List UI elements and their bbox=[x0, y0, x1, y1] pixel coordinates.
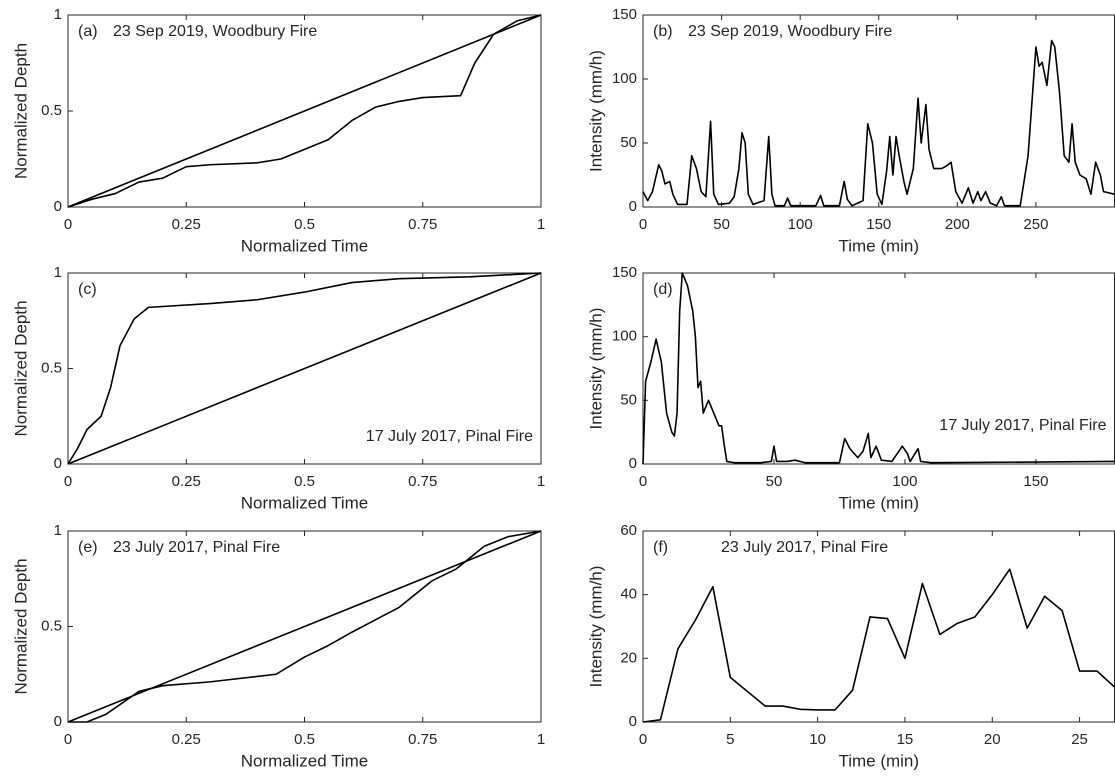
x-tick-label: 150 bbox=[866, 216, 891, 233]
annotation: 23 July 2017, Pinal Fire bbox=[113, 539, 280, 556]
y-tick-label: 50 bbox=[620, 134, 637, 151]
x-tick-label: 0 bbox=[639, 216, 647, 233]
x-axis-label: Time (min) bbox=[838, 493, 919, 512]
panel-label: (f) bbox=[653, 539, 668, 556]
data-line bbox=[642, 272, 1115, 465]
y-tick-label: 0 bbox=[54, 198, 62, 215]
data-line bbox=[67, 272, 542, 465]
y-tick-label: 0.5 bbox=[41, 102, 62, 119]
y-tick-label: 1 bbox=[54, 264, 62, 281]
x-axis-label: Normalized Time bbox=[241, 236, 369, 255]
y-tick-label: 40 bbox=[620, 586, 637, 603]
x-tick-label: 20 bbox=[984, 731, 1001, 748]
x-tick-label: 0.25 bbox=[172, 731, 201, 748]
annotation: 17 July 2017, Pinal Fire bbox=[366, 428, 533, 445]
x-tick-label: 0 bbox=[639, 473, 647, 490]
panel-label: (e) bbox=[78, 539, 98, 556]
y-axis-label: Intensity (mm/h) bbox=[586, 50, 605, 172]
panel: 0 0.25 0.5 0.75 1 0 0.5 1 Normalized Time Normali… bbox=[11, 264, 545, 513]
panel-label: (c) bbox=[78, 281, 97, 298]
x-tick-label: 10 bbox=[809, 731, 826, 748]
y-tick-label: 1 bbox=[54, 522, 62, 539]
x-axis-label: Normalized Time bbox=[241, 493, 369, 512]
x-axis-label: Normalized Time bbox=[241, 751, 369, 770]
x-tick-label: 0 bbox=[64, 216, 72, 233]
y-axis-label: Normalized Depth bbox=[11, 43, 30, 179]
x-tick-label: 15 bbox=[897, 731, 914, 748]
panel: 0 5 10 15 20 25 0 20 40 60 Time (min) Intensity (mm… bbox=[586, 522, 1115, 770]
data-line bbox=[67, 14, 542, 208]
x-tick-label: 0.25 bbox=[172, 473, 201, 490]
x-tick-label: 0.25 bbox=[172, 216, 201, 233]
x-tick-label: 5 bbox=[726, 731, 734, 748]
x-tick-label: 0.5 bbox=[294, 473, 315, 490]
panel-label: (a) bbox=[78, 23, 98, 40]
y-tick-label: 1 bbox=[54, 6, 62, 23]
y-axis-label: Normalized Depth bbox=[11, 300, 30, 436]
panel: 0 0.25 0.5 0.75 1 0 0.5 1 Normalized Time Normali… bbox=[11, 6, 545, 256]
y-tick-label: 0 bbox=[54, 455, 62, 472]
data-line bbox=[642, 568, 1115, 723]
y-tick-label: 50 bbox=[620, 391, 637, 408]
x-tick-label: 0.5 bbox=[294, 731, 315, 748]
x-tick-label: 1 bbox=[537, 731, 545, 748]
y-tick-label: 0 bbox=[629, 198, 637, 215]
annotation: 23 Sep 2019, Woodbury Fire bbox=[113, 23, 317, 40]
x-tick-label: 50 bbox=[766, 473, 783, 490]
panel-label: (b) bbox=[653, 23, 673, 40]
x-tick-label: 0.75 bbox=[408, 216, 437, 233]
y-axis-label: Intensity (mm/h) bbox=[586, 566, 605, 688]
y-axis-label: Intensity (mm/h) bbox=[586, 308, 605, 430]
x-tick-label: 25 bbox=[1071, 731, 1088, 748]
y-tick-label: 100 bbox=[612, 70, 637, 87]
data-line bbox=[68, 530, 542, 723]
y-axis-label: Normalized Depth bbox=[11, 558, 30, 694]
y-tick-label: 0.5 bbox=[41, 617, 62, 634]
x-axis-label: Time (min) bbox=[838, 236, 919, 255]
annotation: 23 July 2017, Pinal Fire bbox=[721, 539, 888, 556]
y-tick-label: 150 bbox=[612, 264, 637, 281]
plot-frame bbox=[642, 272, 1115, 465]
data-line bbox=[642, 39, 1115, 207]
x-tick-label: 0 bbox=[64, 731, 72, 748]
x-tick-label: 200 bbox=[945, 216, 970, 233]
data-line bbox=[67, 530, 542, 723]
y-tick-label: 0.5 bbox=[41, 359, 62, 376]
y-tick-label: 20 bbox=[620, 649, 637, 666]
x-axis-label: Time (min) bbox=[838, 751, 919, 770]
panel: 0 0.25 0.5 0.75 1 0 0.5 1 Normalized Time Normali… bbox=[11, 522, 545, 771]
annotation: 17 July 2017, Pinal Fire bbox=[939, 417, 1106, 434]
plot-frame bbox=[642, 530, 1115, 723]
x-tick-label: 0 bbox=[64, 473, 72, 490]
y-tick-label: 0 bbox=[629, 455, 637, 472]
x-tick-label: 0.5 bbox=[294, 216, 315, 233]
x-tick-label: 0.75 bbox=[408, 731, 437, 748]
panel-label: (d) bbox=[653, 281, 673, 298]
x-tick-label: 1 bbox=[537, 473, 545, 490]
x-tick-label: 0 bbox=[639, 731, 647, 748]
x-tick-label: 150 bbox=[1023, 473, 1048, 490]
y-tick-label: 60 bbox=[620, 522, 637, 539]
y-tick-label: 0 bbox=[629, 713, 637, 730]
data-line bbox=[67, 272, 542, 465]
panel: 0 50 100 150 200 250 0 50 100 150 Time (min) Intens… bbox=[586, 6, 1115, 255]
data-line bbox=[67, 14, 542, 208]
y-tick-label: 0 bbox=[54, 713, 62, 730]
x-tick-label: 1 bbox=[537, 216, 545, 233]
annotation: 23 Sep 2019, Woodbury Fire bbox=[688, 23, 892, 40]
x-tick-label: 100 bbox=[892, 473, 917, 490]
x-tick-label: 0.75 bbox=[408, 473, 437, 490]
x-tick-label: 50 bbox=[713, 216, 730, 233]
x-tick-label: 100 bbox=[788, 216, 813, 233]
y-tick-label: 150 bbox=[612, 6, 637, 23]
x-tick-label: 250 bbox=[1023, 216, 1048, 233]
y-tick-label: 100 bbox=[612, 328, 637, 345]
panel: 0 50 100 150 0 50 100 150 Time (min) Intensity (m… bbox=[586, 264, 1115, 512]
